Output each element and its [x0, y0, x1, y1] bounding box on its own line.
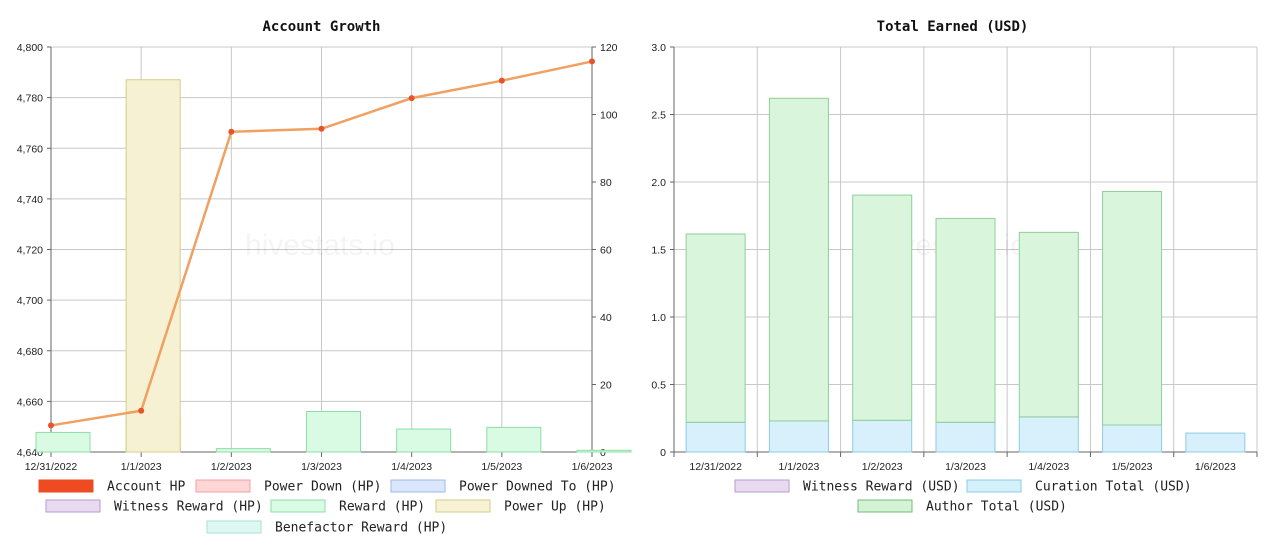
bar-curation-total-usd	[768, 420, 829, 453]
x-tick-label: 1/4/2023	[391, 461, 432, 473]
y-tick-label-left: 4,740	[17, 194, 43, 206]
y-tick-label-right: 20	[600, 380, 612, 392]
y-tick-label-left: 4,660	[17, 396, 43, 408]
total-earned-svg: Total Earned (USD) 0 0.5 1.0 1.5 2.0 2.5 3.0 12/…	[651, 19, 1258, 515]
bar-reward-hp	[486, 426, 542, 453]
point-account-hp	[48, 422, 54, 429]
x-tick-label: 1/3/2023	[301, 461, 342, 473]
legend-label-power-down-hp: Power Down (HP)	[264, 480, 381, 495]
bar-curation-total-usd	[1185, 432, 1246, 453]
account-growth-svg: Account Growth4,6404,6604,6804,7004,7204…	[17, 19, 632, 536]
y-tick-label: 2.0	[651, 177, 666, 189]
y-tick-label-right: 40	[600, 312, 612, 324]
x-tick-label: 1/2/2023	[211, 461, 252, 473]
legend-swatch-witness-reward-usd	[734, 479, 790, 493]
y-tick-label: 1.5	[651, 245, 666, 257]
chart-title: Account Growth	[262, 19, 380, 35]
legend-label-power-up-hp: Power Up (HP)	[504, 500, 606, 515]
y-tick-label-right: 0	[600, 447, 606, 459]
legend-label-reward-hp: Reward (HP)	[339, 500, 425, 515]
y-tick-label-right: 60	[600, 245, 612, 257]
bar-curation-total-usd	[1018, 416, 1079, 453]
total-earned-chart: Total Earned (USD) 0 0.5 1.0 1.5 2.0 2.5 3.0 12/…	[640, 0, 1280, 546]
y-tick-label-right: 120	[600, 42, 618, 54]
bar-curation-total-usd	[935, 421, 996, 453]
y-tick-label-left: 4,700	[17, 295, 43, 307]
watermark: hivestats.io	[245, 229, 395, 262]
point-account-hp	[228, 128, 235, 135]
bar-curation-total-usd	[685, 421, 746, 453]
bar-curation-total-usd	[1102, 424, 1163, 453]
bar-reward-hp	[215, 448, 271, 453]
bar-author-total-usd	[935, 217, 996, 423]
bar-author-total-usd	[852, 194, 913, 421]
bar-curation-total-usd	[852, 419, 913, 453]
y-tick-label: 0.5	[651, 380, 666, 392]
legend-swatch-power-down-hp	[195, 479, 251, 493]
point-account-hp	[498, 77, 505, 84]
point-account-hp	[408, 95, 415, 102]
legend-swatch-account-hp	[38, 479, 94, 493]
bar-author-total-usd	[768, 97, 829, 422]
bar-reward-hp	[396, 428, 452, 453]
x-tick-label: 1/4/2023	[1028, 461, 1069, 473]
x-tick-label: 12/31/2022	[689, 461, 742, 473]
point-account-hp	[138, 407, 145, 414]
chart-title: Total Earned (USD)	[877, 19, 1029, 35]
legend-swatch-reward-hp	[270, 499, 326, 513]
y-tick-label-left: 4,680	[17, 346, 43, 358]
x-tick-label: 1/6/2023	[572, 461, 613, 473]
bar-author-total-usd	[685, 233, 746, 423]
y-tick-label: 2.5	[651, 110, 666, 122]
legend-swatch-power-up-hp	[435, 499, 491, 513]
legend-label-curation-total-usd: Curation Total (USD)	[1035, 480, 1192, 495]
bar-reward-hp	[576, 449, 632, 453]
y-tick-label: 3.0	[651, 42, 666, 54]
legend-label-witness-reward-hp: Witness Reward (HP)	[114, 500, 263, 515]
x-tick-label: 1/5/2023	[1112, 461, 1153, 473]
y-tick-label-right: 80	[600, 177, 612, 189]
legend-label-witness-reward-usd: Witness Reward (USD)	[803, 480, 960, 495]
y-tick-label-left: 4,720	[17, 245, 43, 257]
x-tick-label: 1/2/2023	[862, 461, 903, 473]
legend-label-account-hp: Account HP	[107, 480, 185, 495]
x-tick-label: 1/5/2023	[481, 461, 522, 473]
x-tick-label: 12/31/2022	[25, 461, 78, 473]
x-tick-label: 1/3/2023	[945, 461, 986, 473]
account-growth-chart: Account Growth 4,640 4,660 4,680 4,700 4,720 4…	[0, 0, 640, 546]
y-tick-label-left: 4,780	[17, 93, 43, 105]
y-tick-label-left: 4,760	[17, 143, 43, 155]
legend-swatch-author-total-usd	[857, 499, 913, 513]
legend-swatch-benefactor-reward-hp	[206, 520, 262, 534]
bar-power-up-hp	[125, 79, 181, 453]
bar-author-total-usd	[1102, 190, 1163, 426]
y-tick-label: 1.0	[651, 312, 666, 324]
x-tick-label: 1/1/2023	[121, 461, 162, 473]
bar-author-total-usd	[1018, 231, 1079, 418]
point-account-hp	[589, 58, 595, 65]
y-tick-label-right: 100	[600, 110, 618, 122]
legend-label-benefactor-reward-hp: Benefactor Reward (HP)	[275, 521, 447, 536]
legend-swatch-power-downed-to-hp	[390, 479, 446, 493]
y-tick-label-left: 4,800	[17, 42, 43, 54]
bar-reward-hp	[306, 411, 361, 453]
legend-label-author-total-usd: Author Total (USD)	[926, 500, 1067, 515]
x-tick-label: 1/1/2023	[778, 461, 819, 473]
x-tick-label: 1/6/2023	[1195, 461, 1236, 473]
y-tick-label: 0	[660, 447, 666, 459]
bar-reward-hp	[35, 431, 91, 453]
legend-label-power-downed-to-hp: Power Downed To (HP)	[459, 480, 616, 495]
legend-swatch-curation-total-usd	[966, 479, 1022, 493]
legend-swatch-witness-reward-hp	[45, 499, 101, 513]
point-account-hp	[318, 125, 325, 132]
